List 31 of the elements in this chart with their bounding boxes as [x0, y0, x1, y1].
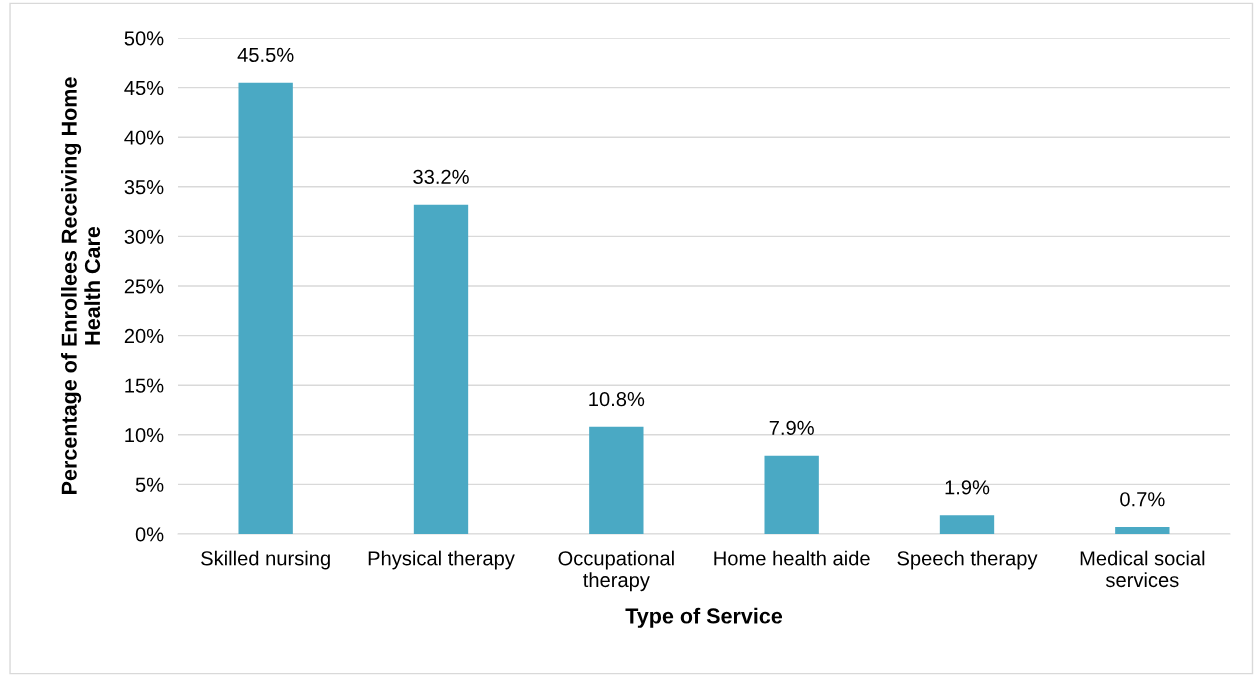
bar	[764, 455, 819, 534]
data-label: 0.7%	[1120, 492, 1165, 507]
data-label: 1.9%	[945, 480, 990, 495]
x-tick-label: Skilled nursing	[201, 550, 330, 570]
x-tick-label: Home health aide	[714, 550, 870, 566]
y-tick-label: 0%	[135, 527, 164, 542]
bar	[589, 426, 644, 534]
y-tick-label: 10%	[125, 428, 164, 443]
y-tick-label: 35%	[124, 180, 164, 195]
bar	[413, 204, 469, 534]
y-tick-label: 15%	[125, 378, 164, 393]
x-tick-label: Physical therapy	[368, 550, 515, 570]
y-tick-label: 45%	[124, 80, 164, 96]
x-axis-title: Type of Service	[625, 607, 783, 628]
y-tick-label: 30%	[124, 229, 164, 244]
data-label: 33.2%	[413, 169, 469, 185]
data-label: 7.9%	[769, 420, 814, 435]
x-tick-label: Occupational therapy	[558, 550, 674, 592]
data-label: 45.5%	[237, 47, 294, 62]
x-tick-label: Speech therapy	[897, 550, 1038, 570]
y-tick-label: 40%	[124, 130, 164, 145]
y-tick-label: 50%	[124, 31, 164, 46]
y-axis-title: Percentage of Enrollees Receiving Home Health Care	[61, 77, 101, 494]
bar	[939, 515, 995, 534]
bar	[1115, 527, 1170, 534]
y-tick-label: 20%	[124, 328, 164, 344]
x-tick-label: Medical social services	[1080, 550, 1205, 588]
y-tick-label: 5%	[135, 477, 164, 492]
data-label: 10.8%	[589, 391, 645, 407]
y-tick-label: 25%	[124, 279, 164, 294]
bar	[238, 82, 293, 534]
